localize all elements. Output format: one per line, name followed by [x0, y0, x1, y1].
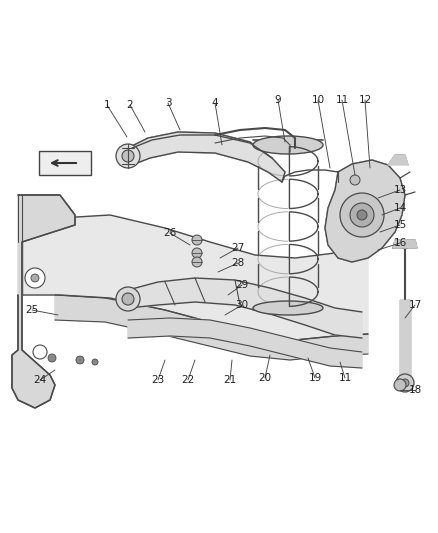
Ellipse shape	[253, 301, 323, 315]
Text: 4: 4	[212, 98, 218, 108]
Polygon shape	[393, 240, 417, 248]
Text: 11: 11	[339, 373, 352, 383]
Circle shape	[31, 274, 39, 282]
Circle shape	[357, 210, 367, 220]
Ellipse shape	[253, 136, 323, 154]
Circle shape	[116, 287, 140, 311]
Polygon shape	[125, 132, 285, 182]
Polygon shape	[12, 195, 75, 408]
Text: 13: 13	[393, 185, 406, 195]
Text: 21: 21	[223, 375, 237, 385]
Polygon shape	[128, 318, 362, 368]
Circle shape	[92, 359, 98, 365]
Circle shape	[396, 374, 414, 392]
Text: 27: 27	[231, 243, 245, 253]
Circle shape	[192, 235, 202, 245]
Text: 30: 30	[236, 300, 248, 310]
Text: 14: 14	[393, 203, 406, 213]
Polygon shape	[400, 300, 410, 375]
Circle shape	[192, 248, 202, 258]
Text: 20: 20	[258, 373, 272, 383]
Text: 23: 23	[152, 375, 165, 385]
FancyBboxPatch shape	[39, 151, 91, 175]
Polygon shape	[325, 160, 405, 262]
Text: 19: 19	[308, 373, 321, 383]
Text: 17: 17	[408, 300, 422, 310]
Circle shape	[401, 379, 409, 387]
Text: 11: 11	[336, 95, 349, 105]
Polygon shape	[128, 278, 362, 338]
Text: 3: 3	[165, 98, 171, 108]
Circle shape	[192, 257, 202, 267]
Circle shape	[350, 175, 360, 185]
Text: 26: 26	[163, 228, 177, 238]
Polygon shape	[55, 295, 368, 360]
Circle shape	[350, 203, 374, 227]
Circle shape	[48, 354, 56, 362]
Circle shape	[340, 193, 384, 237]
Text: 15: 15	[393, 220, 406, 230]
Circle shape	[394, 379, 406, 391]
Text: 18: 18	[408, 385, 422, 395]
Circle shape	[76, 356, 84, 364]
Text: 12: 12	[358, 95, 371, 105]
Text: 24: 24	[33, 375, 46, 385]
Text: 22: 22	[181, 375, 194, 385]
Text: 1: 1	[104, 100, 110, 110]
Text: 28: 28	[231, 258, 245, 268]
Polygon shape	[388, 155, 408, 165]
Circle shape	[122, 293, 134, 305]
Polygon shape	[22, 215, 368, 340]
Circle shape	[122, 150, 134, 162]
Circle shape	[33, 345, 47, 359]
Text: 2: 2	[127, 100, 133, 110]
Text: 25: 25	[25, 305, 39, 315]
Circle shape	[116, 144, 140, 168]
Text: 9: 9	[275, 95, 281, 105]
Text: 29: 29	[235, 280, 249, 290]
Text: 10: 10	[311, 95, 325, 105]
Circle shape	[25, 268, 45, 288]
Text: 16: 16	[393, 238, 406, 248]
